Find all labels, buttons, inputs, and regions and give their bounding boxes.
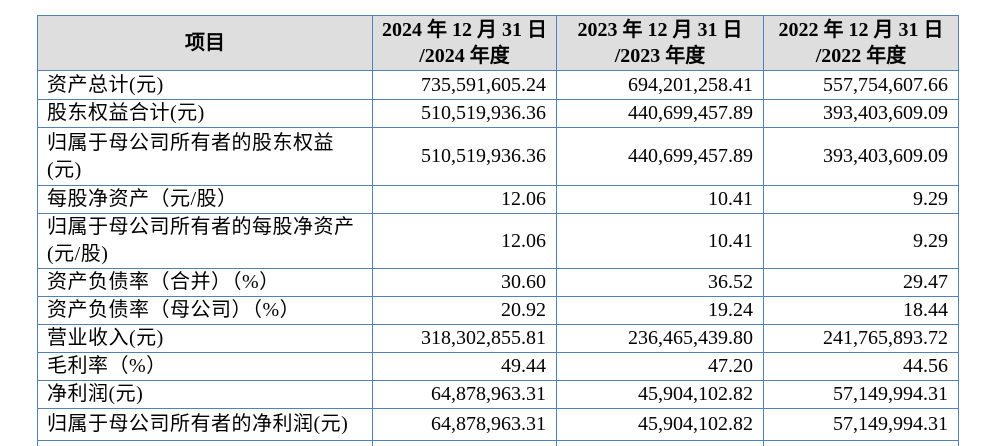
table-row: 资产负债率（母公司）（%） 20.92 19.24 18.44 [38,297,959,325]
value-2024: 64,878,963.31 [373,381,557,409]
value-2024: 318,302,855.81 [373,325,557,353]
value-2023: 45,904,102.82 [557,409,764,441]
value-2024: 735,591,605.24 [373,71,557,100]
stub-cell [557,441,764,446]
value-2023: 440,699,457.89 [557,128,764,186]
table-row: 归属于母公司所有者的每股净资产(元/股) 12.06 10.41 9.29 [38,214,959,269]
row-label: 净利润(元) [38,381,373,409]
row-label: 每股净资产（元/股） [38,186,373,214]
value-2023: 694,201,258.41 [557,71,764,100]
table-row: 营业收入(元) 318,302,855.81 236,465,439.80 24… [38,325,959,353]
value-2022: 57,149,994.31 [764,409,959,441]
row-label: 资产负债率（母公司）（%） [38,297,373,325]
stub-cell [373,441,557,446]
value-2023: 236,465,439.80 [557,325,764,353]
row-label: 归属于母公司所有者的股东权益(元) [38,128,373,186]
table-row: 资产负债率（合并）（%） 30.60 36.52 29.47 [38,269,959,297]
value-2024: 30.60 [373,269,557,297]
value-2024: 12.06 [373,186,557,214]
value-2022: 57,149,994.31 [764,381,959,409]
value-2023: 45,904,102.82 [557,381,764,409]
value-2022: 9.29 [764,214,959,269]
value-2024: 49.44 [373,353,557,381]
table-row: 毛利率（%） 49.44 47.20 44.56 [38,353,959,381]
header-item: 项目 [38,16,373,71]
stub-cell [764,441,959,446]
stub-cell [38,441,373,446]
header-2024: 2024 年 12 月 31 日 /2024 年度 [373,16,557,71]
row-label: 资产负债率（合并）（%） [38,269,373,297]
row-label: 归属于母公司所有者的净利润(元) [38,409,373,441]
financial-summary-table: 项目 2024 年 12 月 31 日 /2024 年度 2023 年 12 月… [37,15,959,446]
row-label: 归属于母公司所有者的每股净资产(元/股) [38,214,373,269]
header-2022: 2022 年 12 月 31 日 /2022 年度 [764,16,959,71]
value-2024: 64,878,963.31 [373,409,557,441]
value-2023: 47.20 [557,353,764,381]
value-2022: 18.44 [764,297,959,325]
table-next-row-cutoff [38,441,959,446]
table-header-row: 项目 2024 年 12 月 31 日 /2024 年度 2023 年 12 月… [38,16,959,71]
table-row: 股东权益合计(元) 510,519,936.36 440,699,457.89 … [38,100,959,128]
value-2024: 20.92 [373,297,557,325]
value-2023: 10.41 [557,214,764,269]
value-2024: 510,519,936.36 [373,100,557,128]
row-label: 资产总计(元) [38,71,373,100]
value-2022: 9.29 [764,186,959,214]
value-2023: 36.52 [557,269,764,297]
value-2022: 393,403,609.09 [764,100,959,128]
value-2023: 19.24 [557,297,764,325]
value-2023: 10.41 [557,186,764,214]
value-2022: 557,754,607.66 [764,71,959,100]
row-label: 营业收入(元) [38,325,373,353]
value-2024: 12.06 [373,214,557,269]
value-2022: 44.56 [764,353,959,381]
table-row: 净利润(元) 64,878,963.31 45,904,102.82 57,14… [38,381,959,409]
value-2024: 510,519,936.36 [373,128,557,186]
table-row: 归属于母公司所有者的股东权益(元) 510,519,936.36 440,699… [38,128,959,186]
value-2023: 440,699,457.89 [557,100,764,128]
row-label: 毛利率（%） [38,353,373,381]
value-2022: 241,765,893.72 [764,325,959,353]
table-row: 归属于母公司所有者的净利润(元) 64,878,963.31 45,904,10… [38,409,959,441]
table-row: 资产总计(元) 735,591,605.24 694,201,258.41 55… [38,71,959,100]
row-label: 股东权益合计(元) [38,100,373,128]
table-row: 每股净资产（元/股） 12.06 10.41 9.29 [38,186,959,214]
value-2022: 393,403,609.09 [764,128,959,186]
value-2022: 29.47 [764,269,959,297]
header-2023: 2023 年 12 月 31 日 /2023 年度 [557,16,764,71]
